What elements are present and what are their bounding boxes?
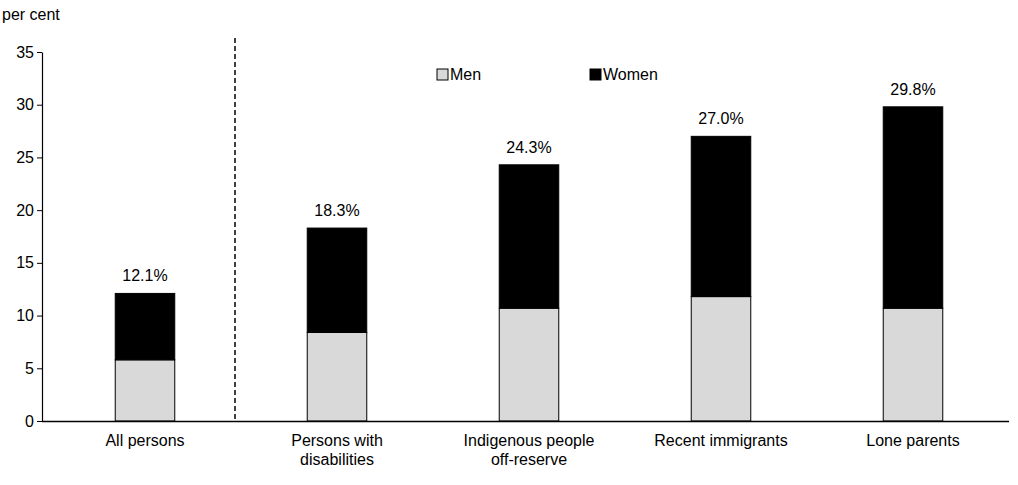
y-tick-mark bbox=[37, 157, 42, 158]
y-axis: 0 5 10 15 20 25 30 35 bbox=[16, 44, 42, 430]
y-tick: 30 bbox=[16, 96, 42, 113]
y-tick-mark bbox=[37, 263, 42, 264]
bar-segment bbox=[499, 165, 559, 308]
bar-segment bbox=[307, 332, 367, 421]
y-axis-line bbox=[42, 53, 43, 422]
bar-segment bbox=[883, 107, 943, 308]
x-tick: Persons withdisabilities bbox=[291, 421, 383, 468]
legend-swatch bbox=[437, 69, 448, 80]
y-tick: 25 bbox=[16, 149, 42, 166]
x-tick-label: All persons bbox=[105, 432, 184, 449]
x-axis: All persons Persons withdisabilities Indig… bbox=[42, 421, 1009, 468]
y-tick-label: 15 bbox=[16, 254, 34, 271]
y-tick-label: 10 bbox=[16, 307, 34, 324]
y-tick-mark bbox=[37, 210, 42, 211]
legend-swatch bbox=[590, 69, 601, 80]
y-tick-mark bbox=[37, 368, 42, 369]
bar-segment bbox=[307, 228, 367, 332]
y-tick: 15 bbox=[16, 254, 42, 271]
plot-area bbox=[115, 107, 943, 421]
y-tick-mark bbox=[37, 52, 42, 53]
y-tick-mark bbox=[37, 421, 42, 422]
x-tick: Recent immigrants bbox=[654, 421, 787, 449]
x-axis-line bbox=[42, 421, 1009, 423]
total-label: 18.3% bbox=[314, 202, 359, 219]
x-tick: All persons bbox=[105, 421, 184, 449]
y-tick-mark bbox=[37, 105, 42, 106]
x-tick: Lone parents bbox=[866, 421, 959, 449]
y-tick-label: 35 bbox=[16, 44, 34, 61]
bar-segment bbox=[883, 308, 943, 421]
y-tick-label: 30 bbox=[16, 96, 34, 113]
legend: Men Women bbox=[437, 66, 658, 83]
bar-segment bbox=[115, 293, 175, 359]
bar-segment bbox=[691, 136, 751, 296]
total-label: 29.8% bbox=[890, 81, 935, 98]
x-tick-label: Persons withdisabilities bbox=[291, 432, 383, 467]
separator bbox=[234, 38, 236, 421]
chart: 0 5 10 15 20 25 30 35 All persons Persons withdis… bbox=[0, 0, 1018, 485]
total-label: 24.3% bbox=[506, 139, 551, 156]
x-tick-label: Lone parents bbox=[866, 432, 959, 449]
total-label: 27.0% bbox=[698, 110, 743, 127]
legend-label: Women bbox=[603, 66, 658, 83]
bar-segment bbox=[691, 297, 751, 421]
x-tick: Indigenous peopleoff-reserve bbox=[464, 421, 595, 468]
y-tick: 5 bbox=[25, 360, 42, 377]
x-tick-label: Indigenous peopleoff-reserve bbox=[464, 432, 595, 467]
y-tick: 0 bbox=[25, 413, 42, 430]
y-tick-label: 20 bbox=[16, 202, 34, 219]
y-tick: 20 bbox=[16, 202, 42, 219]
y-tick-label: 0 bbox=[25, 413, 34, 430]
y-tick-label: 5 bbox=[25, 360, 34, 377]
bar-segment bbox=[499, 308, 559, 421]
bar-segment bbox=[115, 360, 175, 421]
total-label: 12.1% bbox=[122, 267, 167, 284]
y-axis-title: per cent bbox=[2, 6, 60, 23]
legend-label: Men bbox=[450, 66, 481, 83]
y-tick: 35 bbox=[16, 44, 42, 61]
y-tick: 10 bbox=[16, 307, 42, 324]
x-tick-label: Recent immigrants bbox=[654, 432, 787, 449]
y-tick-label: 25 bbox=[16, 149, 34, 166]
y-tick-mark bbox=[37, 316, 42, 317]
